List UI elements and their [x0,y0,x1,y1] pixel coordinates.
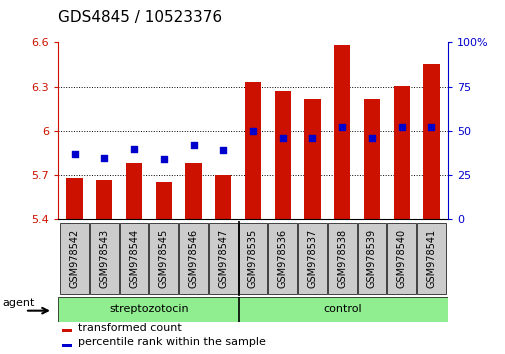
Text: transformed count: transformed count [78,322,181,332]
Point [70,151,78,157]
Bar [423,64,439,219]
Bar [96,180,112,219]
Text: agent: agent [3,298,35,308]
Text: GSM978545: GSM978545 [159,229,169,288]
Text: GSM978541: GSM978541 [426,229,436,288]
Point [100,155,108,160]
Point [130,146,138,152]
Text: GSM978544: GSM978544 [129,229,139,288]
FancyBboxPatch shape [60,223,89,294]
Bar [333,45,349,219]
Text: GSM978535: GSM978535 [247,229,258,288]
Bar [156,182,172,219]
Point [219,148,227,153]
Bar [393,86,409,219]
Point [189,142,197,148]
Point [308,135,316,141]
Bar [215,175,231,219]
FancyBboxPatch shape [179,223,208,294]
FancyBboxPatch shape [268,223,296,294]
Text: GSM978540: GSM978540 [396,229,406,288]
FancyBboxPatch shape [149,223,178,294]
Point [427,125,435,130]
FancyBboxPatch shape [209,223,237,294]
Point [160,156,168,162]
Point [397,125,405,130]
Bar [126,164,142,219]
FancyBboxPatch shape [416,223,445,294]
FancyBboxPatch shape [357,223,385,294]
FancyBboxPatch shape [120,223,148,294]
Bar [363,98,379,219]
Text: GSM978539: GSM978539 [366,229,376,288]
Bar [244,82,261,219]
Text: streptozotocin: streptozotocin [109,304,188,314]
Text: GSM978538: GSM978538 [336,229,346,288]
Text: GSM978537: GSM978537 [307,229,317,288]
Text: GSM978546: GSM978546 [188,229,198,288]
Bar [304,98,320,219]
Bar [62,329,72,332]
Text: GSM978542: GSM978542 [69,229,79,288]
Text: percentile rank within the sample: percentile rank within the sample [78,337,265,348]
Bar [62,344,72,347]
FancyBboxPatch shape [297,223,326,294]
FancyBboxPatch shape [90,223,118,294]
Point [367,135,375,141]
Text: GDS4845 / 10523376: GDS4845 / 10523376 [58,10,222,25]
FancyBboxPatch shape [58,297,447,322]
Point [337,125,345,130]
Point [278,135,286,141]
Bar [66,178,82,219]
Text: GSM978536: GSM978536 [277,229,287,288]
FancyBboxPatch shape [238,223,267,294]
Bar [185,164,201,219]
FancyBboxPatch shape [387,223,415,294]
FancyBboxPatch shape [327,223,356,294]
Text: control: control [322,304,361,314]
Text: GSM978543: GSM978543 [99,229,109,288]
Text: GSM978547: GSM978547 [218,229,228,288]
Point [248,128,257,134]
Bar [274,91,290,219]
